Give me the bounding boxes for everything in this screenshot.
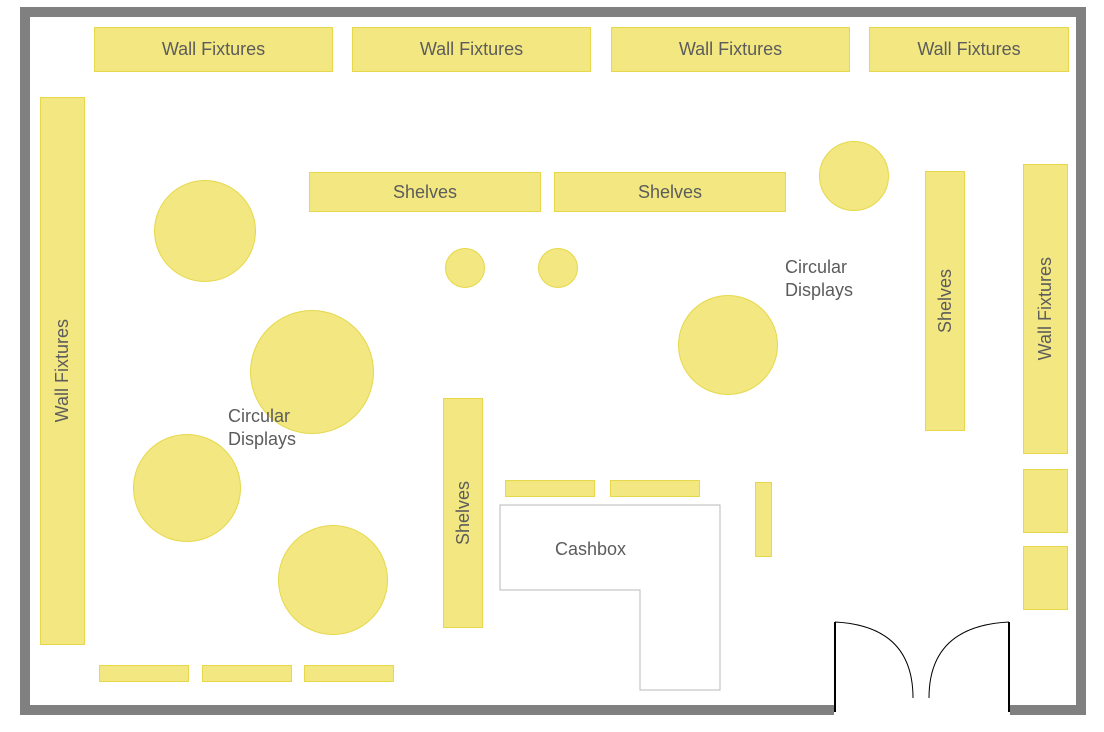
shelves-right-vertical-label: Shelves (935, 269, 956, 333)
label-circular-right: Circular Displays (785, 256, 853, 301)
wall-fixture-top-2: Wall Fixtures (352, 27, 591, 72)
shelves-top-right-label: Shelves (638, 182, 702, 203)
wall-fixture-top-3: Wall Fixtures (611, 27, 850, 72)
thin-bottom-3 (304, 665, 394, 682)
floor-plan: Wall Fixtures Wall Fixtures Wall Fixtures W… (0, 0, 1104, 732)
double-door (833, 620, 1013, 716)
wall-bottom-right (1010, 705, 1086, 715)
thin-bottom-2 (202, 665, 292, 682)
circle-4 (278, 525, 388, 635)
wall-bottom-left (20, 705, 834, 715)
wall-top (20, 7, 1086, 17)
thin-bottom-1 (99, 665, 189, 682)
wall-fixture-top-1-label: Wall Fixtures (162, 39, 265, 60)
circle-small-1 (445, 248, 485, 288)
wall-fixture-top-1: Wall Fixtures (94, 27, 333, 72)
wall-fixture-left-label: Wall Fixtures (52, 319, 73, 422)
wall-fixture-right-label: Wall Fixtures (1035, 257, 1056, 360)
block-right-1 (1023, 469, 1068, 533)
shelves-center-vertical-label: Shelves (453, 481, 474, 545)
wall-fixture-right: Wall Fixtures (1023, 164, 1068, 454)
circle-1 (154, 180, 256, 282)
wall-fixture-top-3-label: Wall Fixtures (679, 39, 782, 60)
wall-fixture-top-2-label: Wall Fixtures (420, 39, 523, 60)
thin-top-right (610, 480, 700, 497)
shelves-top-left: Shelves (309, 172, 541, 212)
circle-6 (819, 141, 889, 211)
label-circular-left: Circular Displays (228, 405, 296, 450)
thin-right-vertical (755, 482, 772, 557)
block-right-2 (1023, 546, 1068, 610)
wall-fixture-top-4: Wall Fixtures (869, 27, 1069, 72)
shelves-top-right: Shelves (554, 172, 786, 212)
shelves-top-left-label: Shelves (393, 182, 457, 203)
cashbox-label: Cashbox (555, 538, 626, 561)
wall-right (1076, 7, 1086, 715)
wall-left (20, 7, 30, 715)
thin-top-left (505, 480, 595, 497)
shelves-right-vertical: Shelves (925, 171, 965, 431)
circle-3 (133, 434, 241, 542)
circle-5 (678, 295, 778, 395)
shelves-center-vertical: Shelves (443, 398, 483, 628)
wall-fixture-left: Wall Fixtures (40, 97, 85, 645)
circle-small-2 (538, 248, 578, 288)
wall-fixture-top-4-label: Wall Fixtures (917, 39, 1020, 60)
